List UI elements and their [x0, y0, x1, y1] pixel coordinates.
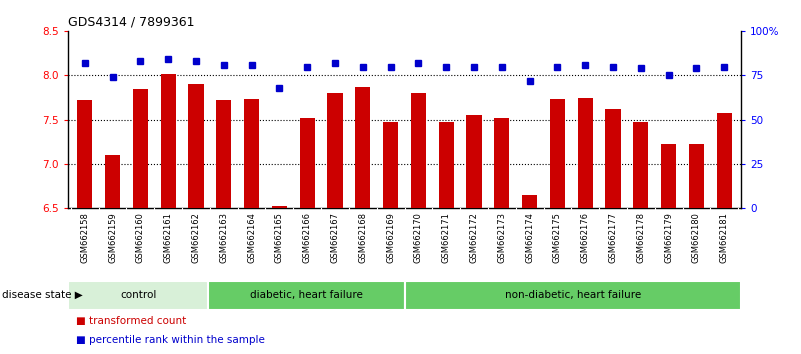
Bar [355, 87, 370, 208]
Text: GSM662161: GSM662161 [163, 212, 173, 263]
Bar [411, 93, 426, 208]
Text: GSM662168: GSM662168 [358, 212, 368, 263]
Text: GSM662175: GSM662175 [553, 212, 562, 263]
Text: ■ percentile rank within the sample: ■ percentile rank within the sample [76, 335, 265, 345]
Text: GSM662170: GSM662170 [414, 212, 423, 263]
Bar [77, 100, 92, 208]
Text: ■ transformed count: ■ transformed count [76, 316, 187, 326]
Text: GSM662167: GSM662167 [331, 212, 340, 263]
Text: GSM662176: GSM662176 [581, 212, 590, 263]
Text: GSM662178: GSM662178 [636, 212, 646, 263]
Text: GSM662174: GSM662174 [525, 212, 534, 263]
Bar [466, 115, 481, 208]
Bar [160, 74, 176, 208]
Bar [439, 122, 454, 208]
Bar [244, 99, 260, 208]
Text: GSM662164: GSM662164 [247, 212, 256, 263]
Text: disease state ▶: disease state ▶ [2, 290, 83, 300]
Bar [549, 99, 565, 208]
Text: GSM662181: GSM662181 [720, 212, 729, 263]
Bar [405, 281, 741, 310]
Bar [68, 281, 208, 310]
Text: GSM662163: GSM662163 [219, 212, 228, 263]
Bar [494, 118, 509, 208]
Bar [105, 155, 120, 208]
Bar [689, 144, 704, 208]
Bar [328, 93, 343, 208]
Text: GSM662165: GSM662165 [275, 212, 284, 263]
Bar [522, 195, 537, 208]
Bar [661, 144, 676, 208]
Text: GSM662169: GSM662169 [386, 212, 395, 263]
Text: diabetic, heart failure: diabetic, heart failure [250, 290, 363, 300]
Bar [208, 281, 405, 310]
Text: GSM662180: GSM662180 [692, 212, 701, 263]
Text: GSM662160: GSM662160 [136, 212, 145, 263]
Text: control: control [120, 290, 156, 300]
Bar [216, 100, 231, 208]
Text: GDS4314 / 7899361: GDS4314 / 7899361 [68, 16, 195, 29]
Bar [578, 97, 593, 208]
Text: GSM662166: GSM662166 [303, 212, 312, 263]
Text: GSM662172: GSM662172 [469, 212, 478, 263]
Text: GSM662179: GSM662179 [664, 212, 673, 263]
Bar [383, 122, 398, 208]
Bar [272, 206, 287, 208]
Bar [133, 89, 148, 208]
Bar [717, 113, 732, 208]
Text: non-diabetic, heart failure: non-diabetic, heart failure [505, 290, 641, 300]
Text: GSM662171: GSM662171 [441, 212, 451, 263]
Text: GSM662173: GSM662173 [497, 212, 506, 263]
Text: GSM662158: GSM662158 [80, 212, 89, 263]
Bar [300, 118, 315, 208]
Bar [606, 109, 621, 208]
Bar [633, 122, 649, 208]
Text: GSM662159: GSM662159 [108, 212, 117, 263]
Bar [188, 84, 203, 208]
Text: GSM662177: GSM662177 [609, 212, 618, 263]
Text: GSM662162: GSM662162 [191, 212, 200, 263]
